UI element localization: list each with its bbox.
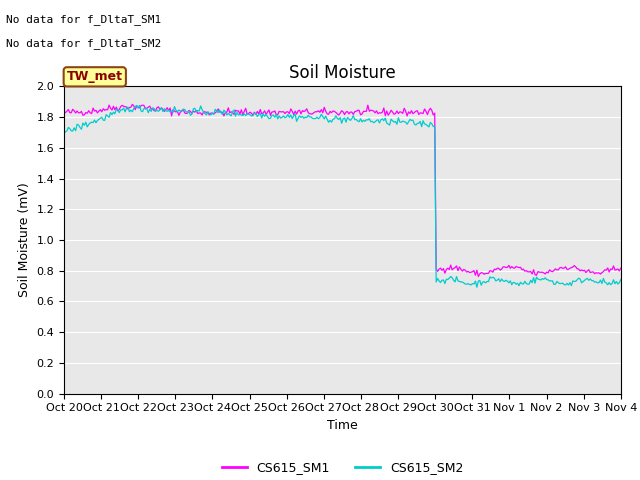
CS615_SM1 [616, 268, 623, 274]
Y-axis label: Soil Moisture (mV): Soil Moisture (mV) [18, 182, 31, 298]
CS615_SM2 [348, 116, 356, 121]
CS615_SM2 [473, 284, 481, 290]
CS615_SM1 [129, 101, 136, 107]
CS615_SM1 [97, 107, 104, 112]
CS615_SM1 [79, 112, 87, 118]
CS615_SM2 [616, 280, 623, 286]
CS615_SM1 [458, 268, 466, 274]
CS615_SM1 [474, 274, 482, 279]
Title: Soil Moisture: Soil Moisture [289, 64, 396, 82]
Legend: CS615_SM1, CS615_SM2: CS615_SM1, CS615_SM2 [216, 456, 468, 480]
Text: TW_met: TW_met [67, 71, 123, 84]
Line: CS615_SM1: CS615_SM1 [64, 104, 621, 276]
Text: No data for f_DltaT_SM1: No data for f_DltaT_SM1 [6, 14, 162, 25]
Line: CS615_SM2: CS615_SM2 [64, 106, 621, 287]
CS615_SM2 [60, 131, 68, 137]
CS615_SM2 [458, 279, 466, 285]
Text: No data for f_DltaT_SM2: No data for f_DltaT_SM2 [6, 38, 162, 49]
CS615_SM1 [617, 265, 625, 271]
CS615_SM2 [79, 120, 87, 126]
CS615_SM1 [348, 109, 356, 115]
CS615_SM2 [543, 276, 550, 282]
CS615_SM1 [60, 108, 68, 114]
CS615_SM2 [136, 103, 143, 108]
CS615_SM1 [543, 269, 550, 275]
CS615_SM2 [97, 115, 104, 121]
CS615_SM2 [617, 276, 625, 282]
X-axis label: Time: Time [327, 419, 358, 432]
